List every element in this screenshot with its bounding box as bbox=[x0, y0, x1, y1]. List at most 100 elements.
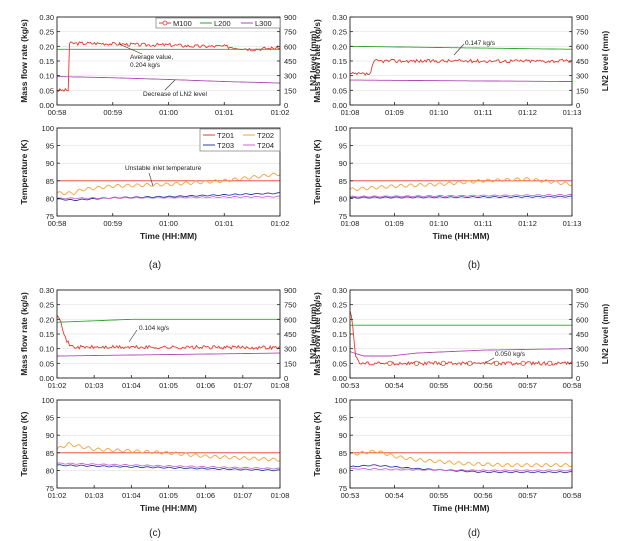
y-axis-title: Mass flow rate (kg/s) bbox=[19, 19, 29, 103]
y2-axis-title: LN2 level (mm) bbox=[600, 31, 610, 92]
y-tick-label: 95 bbox=[46, 142, 54, 151]
series-line-t203 bbox=[349, 195, 573, 199]
y-tick-label: 0.20 bbox=[39, 315, 54, 324]
series-line-m100 bbox=[349, 58, 573, 76]
x-tick-label: 01:06 bbox=[196, 381, 215, 390]
y2-tick-label: 750 bbox=[284, 28, 297, 37]
x-tick-label: 01:11 bbox=[474, 219, 492, 228]
series-marker-m100 bbox=[440, 360, 446, 366]
annotation-arrow bbox=[164, 79, 176, 91]
y2-tick-label: 150 bbox=[576, 359, 589, 368]
y-tick-label: 75 bbox=[46, 212, 54, 221]
x-tick-label: 00:58 bbox=[48, 219, 67, 228]
x-tick-label: 00:57 bbox=[518, 491, 537, 500]
y-tick-label: 0.25 bbox=[39, 301, 54, 310]
series-marker-m100 bbox=[493, 360, 500, 366]
x-tick-label: 00:53 bbox=[341, 491, 360, 500]
chart-panel-3: 0.00 0.05 0.10 0.15 0.20 0.25 0.30 0 150 300 450 60… bbox=[312, 13, 610, 117]
y-tick-label: 0.05 bbox=[39, 359, 54, 368]
y-tick-label: 95 bbox=[46, 414, 54, 423]
y2-tick-label: 900 bbox=[576, 286, 589, 295]
x-tick-label: 01:10 bbox=[429, 108, 448, 117]
y-tick-label: 90 bbox=[339, 431, 347, 440]
series-line-t204 bbox=[349, 193, 573, 198]
x-tick-label: 00:56 bbox=[474, 381, 493, 390]
y-tick-label: 0.15 bbox=[332, 330, 347, 339]
y-tick-label: 0.25 bbox=[332, 301, 347, 310]
y2-tick-label: 0 bbox=[284, 374, 288, 383]
x-tick-label: 00:55 bbox=[429, 491, 448, 500]
y-axis-title: Temperature (K) bbox=[312, 411, 322, 476]
x-tick-label: 00:58 bbox=[563, 381, 582, 390]
series-line-t202 bbox=[349, 177, 573, 192]
y2-tick-label: 750 bbox=[576, 28, 589, 37]
annotation-arrow bbox=[128, 329, 138, 343]
y-tick-label: 0.30 bbox=[39, 13, 54, 22]
series-line-t203 bbox=[349, 464, 573, 474]
y2-tick-label: 300 bbox=[576, 345, 589, 354]
y-tick-label: 90 bbox=[46, 159, 54, 168]
y2-tick-label: 0 bbox=[284, 101, 288, 110]
y-tick-label: 0.10 bbox=[39, 72, 54, 81]
y2-tick-label: 750 bbox=[284, 301, 297, 310]
y-tick-label: 85 bbox=[339, 449, 347, 458]
y2-tick-label: 900 bbox=[576, 13, 589, 22]
x-tick-label: 00:53 bbox=[341, 381, 360, 390]
legend-marker bbox=[162, 20, 168, 26]
series-marker-m100 bbox=[387, 360, 393, 366]
x-axis-title: Time (HH:MM) bbox=[140, 231, 197, 241]
x-tick-label: 00:58 bbox=[563, 491, 582, 500]
y-tick-label: 0.15 bbox=[39, 57, 54, 66]
plot-frame bbox=[349, 127, 573, 217]
x-tick-label: 00:54 bbox=[385, 381, 404, 390]
series-line-t204 bbox=[349, 467, 573, 472]
y-tick-label: 95 bbox=[339, 414, 347, 423]
y2-tick-label: 450 bbox=[284, 57, 297, 66]
x-axis-title: Time (HH:MM) bbox=[140, 503, 197, 513]
y-tick-label: 0.20 bbox=[332, 315, 347, 324]
series-marker-m100 bbox=[520, 360, 526, 366]
legend-label: M100 bbox=[173, 19, 192, 28]
y2-tick-label: 450 bbox=[284, 330, 297, 339]
y2-tick-label: 450 bbox=[576, 330, 589, 339]
y-tick-label: 85 bbox=[46, 449, 54, 458]
y2-tick-label: 300 bbox=[576, 72, 589, 81]
x-tick-label: 01:01 bbox=[215, 219, 234, 228]
y-tick-label: 95 bbox=[339, 142, 347, 151]
annotation: Decrease of LN2 level bbox=[143, 91, 208, 98]
y-tick-label: 0.30 bbox=[332, 13, 347, 22]
x-tick-label: 01:02 bbox=[271, 219, 290, 228]
annotation: 0.147 kg/s bbox=[465, 40, 496, 47]
annotation: Average value, bbox=[130, 54, 173, 61]
x-tick-label: 01:00 bbox=[159, 219, 178, 228]
y-tick-label: 0.25 bbox=[39, 28, 54, 37]
y2-tick-label: 150 bbox=[284, 86, 297, 95]
y-tick-label: 90 bbox=[339, 159, 347, 168]
x-tick-label: 00:56 bbox=[474, 491, 493, 500]
y-tick-label: 85 bbox=[46, 177, 54, 186]
x-tick-label: 01:09 bbox=[385, 108, 404, 117]
chart-panel-6: 75 80 85 90 95 100 01:02 01:03 01:04 01:05 01:06 01… bbox=[19, 396, 289, 513]
plot-frame bbox=[56, 399, 281, 489]
series-line-t202 bbox=[56, 172, 281, 196]
legend: M100 L200 L300 bbox=[155, 17, 281, 29]
x-tick-label: 00:59 bbox=[103, 219, 122, 228]
x-tick-label: 01:04 bbox=[122, 381, 141, 390]
x-tick-label: 01:01 bbox=[215, 108, 234, 117]
y-tick-label: 100 bbox=[41, 124, 54, 133]
y-tick-label: 0.20 bbox=[332, 42, 347, 51]
series-line-l300 bbox=[56, 76, 280, 84]
chart-panel-8: 75 80 85 90 95 100 00:53 00:54 00:55 00:56 00:57 00… bbox=[312, 396, 581, 513]
y-tick-label: 0.10 bbox=[39, 345, 54, 354]
x-tick-label: 01:08 bbox=[341, 108, 360, 117]
y-tick-label: 0.00 bbox=[332, 374, 347, 383]
x-tick-label: 00:59 bbox=[103, 108, 122, 117]
series-line-t204 bbox=[56, 195, 281, 200]
x-tick-label: 01:13 bbox=[563, 219, 582, 228]
series-line-l200 bbox=[56, 318, 280, 323]
annotation-arrow bbox=[148, 172, 154, 187]
y-tick-label: 85 bbox=[339, 177, 347, 186]
x-tick-label: 00:54 bbox=[385, 491, 404, 500]
y2-tick-label: 150 bbox=[284, 359, 297, 368]
